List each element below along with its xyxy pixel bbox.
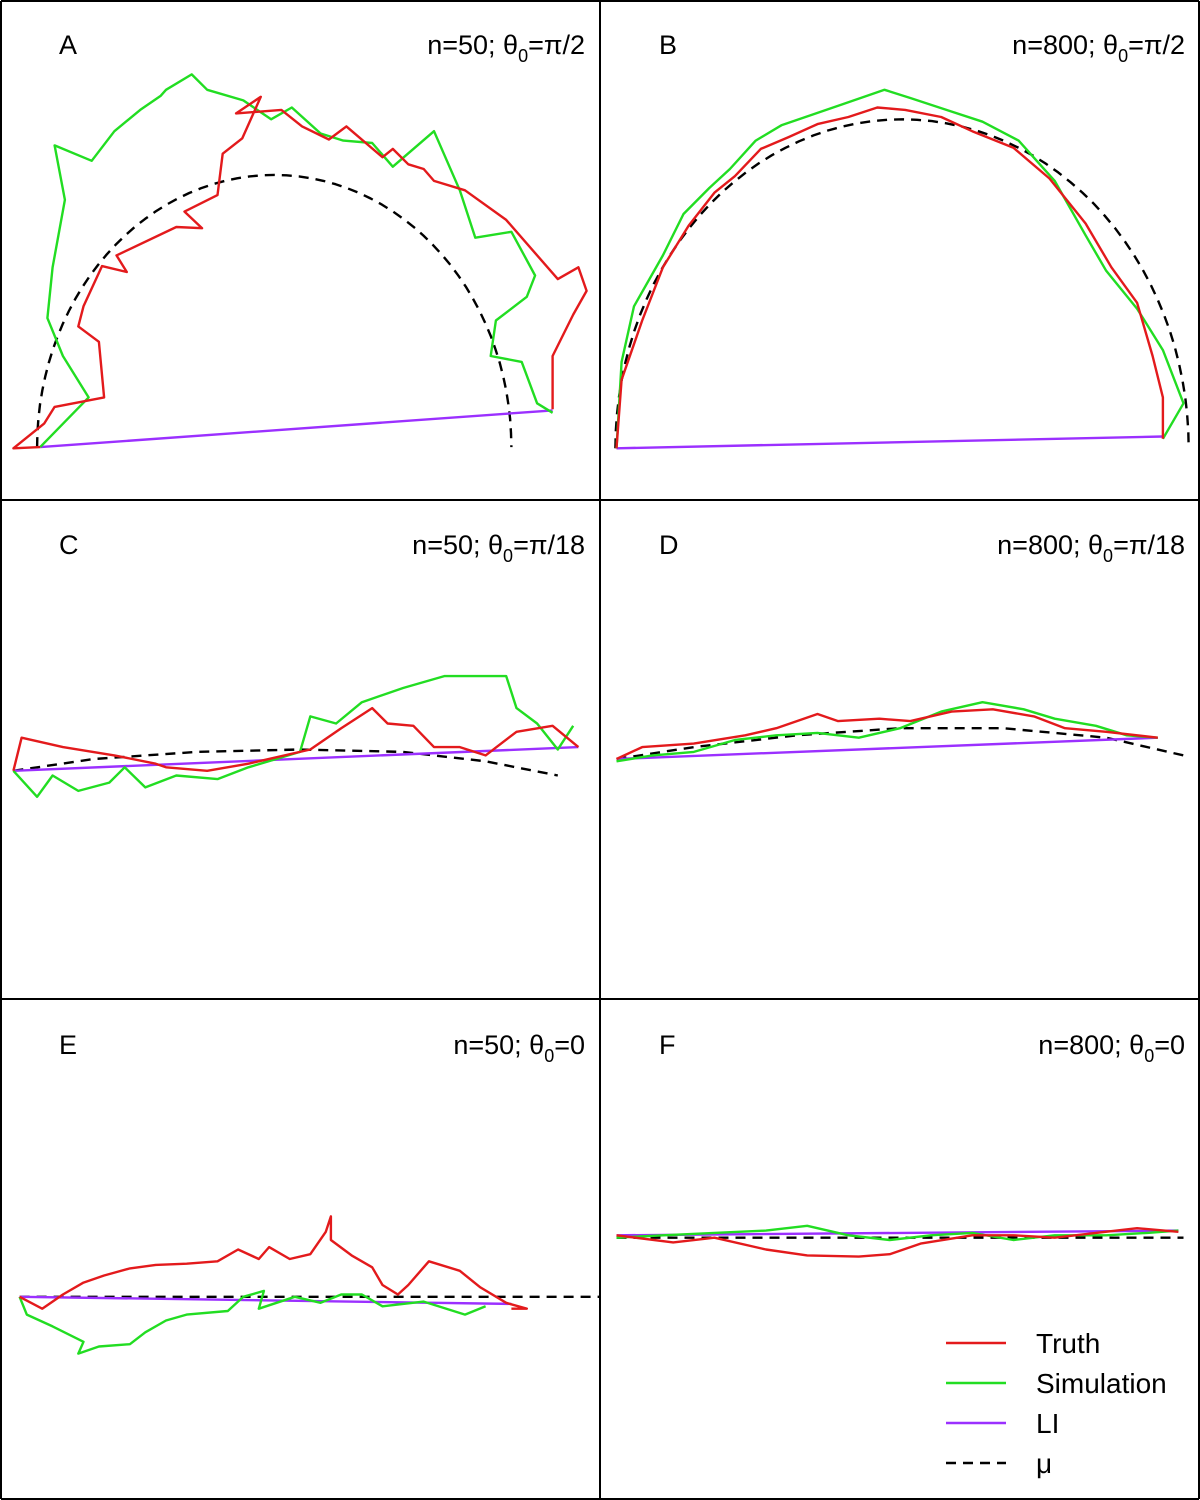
- title-n: n=50: [453, 1030, 514, 1060]
- title-theta-value: =π/2: [528, 30, 585, 60]
- title-theta-value: =π/2: [1128, 30, 1185, 60]
- title-theta: θ: [1088, 530, 1103, 560]
- series-mu-line: [35, 173, 513, 448]
- series-truth-line: [12, 706, 580, 772]
- series-li-line: [13, 745, 579, 772]
- series-truth-line: [615, 708, 1158, 761]
- series-li-line: [40, 409, 553, 449]
- series-simulation-line: [616, 1224, 1179, 1242]
- panel-letter: D: [659, 530, 679, 560]
- series-li-line: [616, 435, 1163, 450]
- title-n: n=50: [427, 30, 488, 60]
- title-theta-sub: 0: [1118, 46, 1128, 66]
- title-n: n=800: [997, 530, 1073, 560]
- title-theta-sub: 0: [503, 546, 513, 566]
- series-simulation-line: [616, 700, 1158, 763]
- panel-title: n=50; θ0=0: [453, 1030, 585, 1066]
- title-n: n=50: [412, 530, 473, 560]
- series-truth-line: [616, 1226, 1179, 1258]
- panel-letter: B: [659, 30, 677, 60]
- title-theta-sub: 0: [544, 1046, 554, 1066]
- title-theta-value: =0: [1154, 1030, 1185, 1060]
- panel-title: n=800; θ0=π/2: [1012, 30, 1185, 66]
- title-n: n=800: [1038, 1030, 1114, 1060]
- series-li-line: [616, 1229, 1179, 1237]
- title-n: n=800: [1012, 30, 1088, 60]
- title-theta-sub: 0: [1144, 1046, 1154, 1066]
- title-theta: θ: [503, 30, 518, 60]
- panel-title: n=50; θ0=π/2: [427, 30, 585, 66]
- title-theta: θ: [1129, 1030, 1144, 1060]
- panel-title: n=800; θ0=π/18: [997, 530, 1185, 566]
- title-theta: θ: [488, 530, 503, 560]
- series-mu-line: [614, 118, 1190, 449]
- title-theta: θ: [1103, 30, 1118, 60]
- title-theta: θ: [529, 1030, 544, 1060]
- series-simulation-line: [39, 73, 554, 448]
- series-li-line: [616, 736, 1158, 761]
- legend-label: Simulation: [1036, 1368, 1167, 1399]
- series-simulation-line: [615, 88, 1185, 449]
- title-theta-sub: 0: [518, 46, 528, 66]
- panel-letter: C: [59, 530, 79, 560]
- legend-label: LI: [1036, 1408, 1059, 1439]
- title-theta-value: =π/18: [513, 530, 585, 560]
- panel-title: n=50; θ0=π/18: [412, 530, 585, 566]
- panel-letter: A: [59, 30, 77, 60]
- panel-letter: F: [659, 1030, 676, 1060]
- title-theta-value: =π/18: [1113, 530, 1185, 560]
- legend-label: Truth: [1036, 1328, 1100, 1359]
- series-simulation-line: [18, 1289, 487, 1355]
- legend-label: μ: [1036, 1448, 1052, 1479]
- panel-letter: E: [59, 1030, 77, 1060]
- panel-title: n=800; θ0=0: [1038, 1030, 1185, 1066]
- title-theta-value: =0: [554, 1030, 585, 1060]
- series-truth-line: [12, 95, 588, 450]
- series-truth-line: [19, 1215, 528, 1310]
- title-theta-sub: 0: [1103, 546, 1113, 566]
- series-truth-line: [615, 106, 1165, 449]
- series-simulation-line: [12, 674, 575, 798]
